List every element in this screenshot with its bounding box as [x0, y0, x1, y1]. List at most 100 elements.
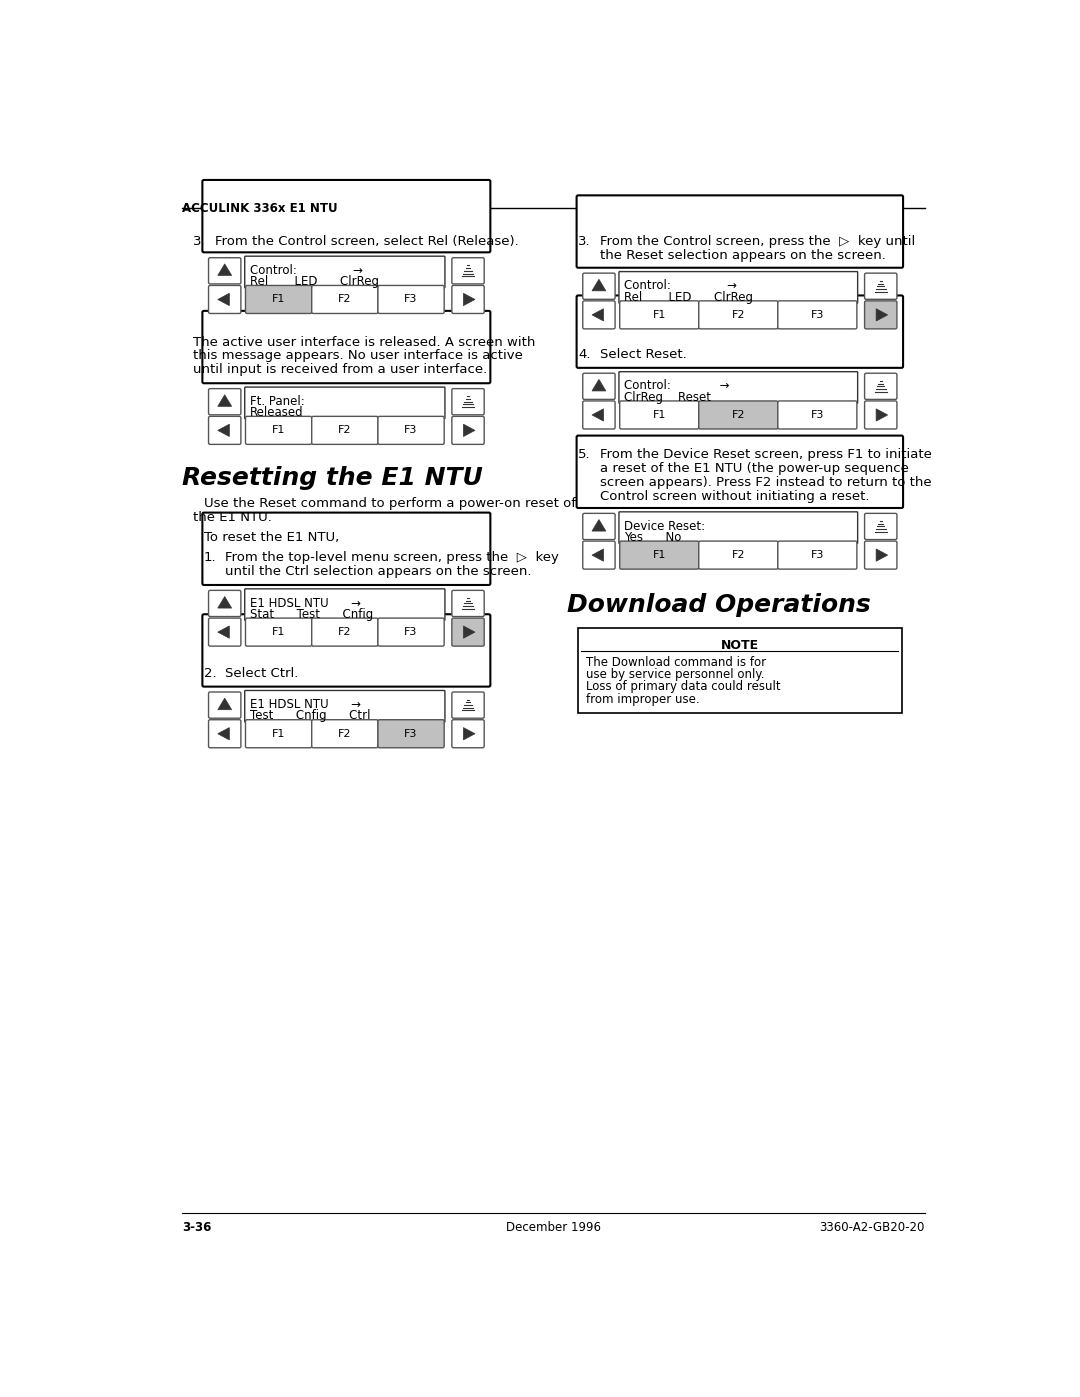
FancyBboxPatch shape: [778, 300, 856, 328]
Text: ClrReg    Reset: ClrReg Reset: [624, 391, 712, 404]
FancyBboxPatch shape: [865, 274, 896, 299]
FancyBboxPatch shape: [378, 285, 444, 313]
Text: Resetting the E1 NTU: Resetting the E1 NTU: [183, 467, 483, 490]
Text: F2: F2: [731, 310, 745, 320]
Text: The active user interface is released. A screen with: The active user interface is released. A…: [193, 335, 536, 348]
Polygon shape: [592, 520, 606, 531]
Text: Control screen without initiating a reset.: Control screen without initiating a rese…: [599, 489, 869, 503]
FancyBboxPatch shape: [583, 274, 616, 299]
FancyBboxPatch shape: [583, 513, 616, 539]
Bar: [578, 629, 902, 712]
FancyBboxPatch shape: [245, 690, 445, 722]
FancyBboxPatch shape: [245, 588, 445, 620]
Text: 3.: 3.: [193, 236, 206, 249]
Text: 3-36: 3-36: [183, 1221, 212, 1234]
Text: F2: F2: [338, 295, 352, 305]
Text: screen appears). Press F2 instead to return to the: screen appears). Press F2 instead to ret…: [599, 475, 931, 489]
FancyBboxPatch shape: [245, 387, 445, 419]
FancyBboxPatch shape: [865, 513, 896, 539]
Text: December 1996: December 1996: [507, 1221, 600, 1234]
FancyBboxPatch shape: [451, 719, 484, 747]
Text: 3.: 3.: [578, 236, 591, 249]
Text: Rel       LED      ClrReg: Rel LED ClrReg: [624, 291, 754, 303]
Polygon shape: [463, 626, 475, 638]
Polygon shape: [876, 549, 888, 562]
FancyBboxPatch shape: [202, 615, 490, 686]
Text: Released: Released: [251, 407, 303, 419]
Polygon shape: [463, 425, 475, 436]
FancyBboxPatch shape: [778, 541, 856, 569]
Text: Test      Cnfig      Ctrl: Test Cnfig Ctrl: [251, 710, 370, 722]
Polygon shape: [592, 380, 606, 391]
Text: 3360-A2-GB20-20: 3360-A2-GB20-20: [820, 1221, 924, 1234]
FancyBboxPatch shape: [451, 285, 484, 313]
FancyBboxPatch shape: [865, 300, 896, 328]
Text: Control:               →: Control: →: [251, 264, 363, 277]
Polygon shape: [463, 293, 475, 306]
Polygon shape: [218, 597, 231, 608]
Text: F3: F3: [404, 295, 418, 305]
Text: Ft. Panel:: Ft. Panel:: [251, 395, 305, 408]
FancyBboxPatch shape: [451, 257, 484, 284]
Text: NOTE: NOTE: [720, 638, 759, 652]
Text: F1: F1: [272, 425, 285, 436]
FancyBboxPatch shape: [312, 285, 378, 313]
Text: F3: F3: [811, 310, 824, 320]
FancyBboxPatch shape: [577, 295, 903, 367]
FancyBboxPatch shape: [865, 401, 896, 429]
Text: From the Device Reset screen, press F1 to initiate: From the Device Reset screen, press F1 t…: [599, 448, 932, 461]
Text: F1: F1: [272, 729, 285, 739]
Polygon shape: [592, 549, 604, 562]
Text: Stat      Test      Cnfig: Stat Test Cnfig: [251, 608, 374, 620]
FancyBboxPatch shape: [619, 271, 858, 303]
Text: 2.: 2.: [204, 666, 217, 679]
FancyBboxPatch shape: [312, 719, 378, 747]
FancyBboxPatch shape: [699, 300, 778, 328]
Text: From the Control screen, press the  ▷  key until: From the Control screen, press the ▷ key…: [599, 236, 915, 249]
FancyBboxPatch shape: [583, 373, 616, 400]
FancyBboxPatch shape: [778, 401, 856, 429]
Text: 1.: 1.: [204, 550, 217, 564]
Text: F1: F1: [272, 627, 285, 637]
FancyBboxPatch shape: [378, 617, 444, 647]
Text: use by service personnel only.: use by service personnel only.: [585, 668, 765, 682]
FancyBboxPatch shape: [699, 401, 778, 429]
FancyBboxPatch shape: [583, 300, 616, 328]
Text: the Reset selection appears on the screen.: the Reset selection appears on the scree…: [599, 249, 886, 263]
Text: F2: F2: [731, 409, 745, 420]
Text: Use the Reset command to perform a power-on reset of: Use the Reset command to perform a power…: [204, 497, 576, 510]
Text: E1 HDSL NTU      →: E1 HDSL NTU →: [251, 597, 361, 609]
FancyBboxPatch shape: [208, 388, 241, 415]
FancyBboxPatch shape: [208, 719, 241, 747]
FancyBboxPatch shape: [312, 617, 378, 647]
FancyBboxPatch shape: [619, 372, 858, 404]
Text: F2: F2: [338, 627, 352, 637]
Polygon shape: [218, 395, 231, 407]
Text: To reset the E1 NTU,: To reset the E1 NTU,: [204, 531, 339, 543]
Text: from improper use.: from improper use.: [585, 693, 700, 705]
FancyBboxPatch shape: [378, 719, 444, 747]
Text: a reset of the E1 NTU (the power-up sequence: a reset of the E1 NTU (the power-up sequ…: [599, 462, 908, 475]
FancyBboxPatch shape: [865, 541, 896, 569]
Polygon shape: [218, 264, 231, 275]
Text: F3: F3: [404, 729, 418, 739]
Text: F2: F2: [338, 425, 352, 436]
Polygon shape: [592, 409, 604, 420]
Polygon shape: [218, 728, 229, 740]
Text: F3: F3: [811, 550, 824, 560]
Polygon shape: [592, 279, 606, 291]
FancyBboxPatch shape: [699, 541, 778, 569]
FancyBboxPatch shape: [208, 257, 241, 284]
FancyBboxPatch shape: [865, 373, 896, 400]
FancyBboxPatch shape: [202, 312, 490, 383]
Text: Control:             →: Control: →: [624, 380, 730, 393]
FancyBboxPatch shape: [312, 416, 378, 444]
FancyBboxPatch shape: [378, 416, 444, 444]
FancyBboxPatch shape: [208, 591, 241, 616]
Polygon shape: [463, 728, 475, 740]
Polygon shape: [218, 425, 229, 436]
Text: the E1 NTU.: the E1 NTU.: [193, 511, 272, 524]
FancyBboxPatch shape: [620, 541, 699, 569]
FancyBboxPatch shape: [451, 692, 484, 718]
FancyBboxPatch shape: [245, 719, 312, 747]
